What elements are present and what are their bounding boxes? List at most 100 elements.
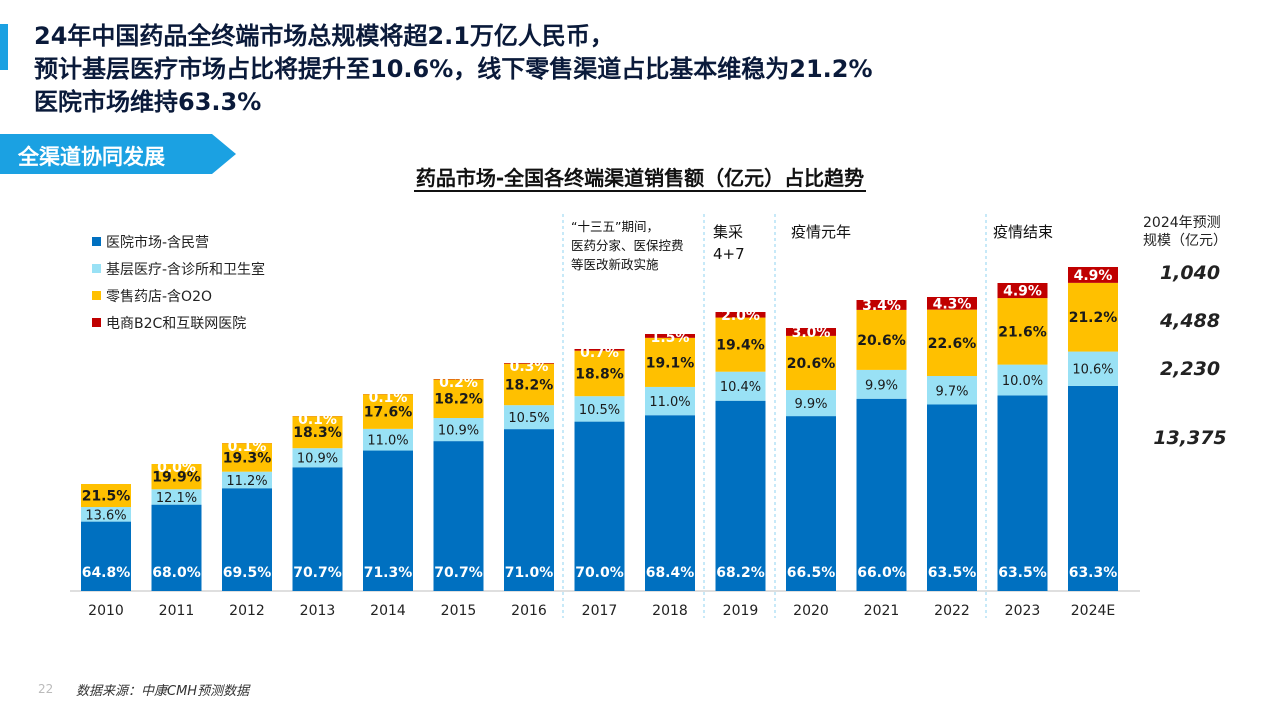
section-tag: 全渠道协同发展 — [0, 134, 236, 174]
data-label-2011-s2: 19.9% — [152, 470, 201, 486]
bar-2020-s3 — [786, 328, 836, 336]
bar-2023-s1 — [997, 364, 1048, 396]
data-label-2010-s1: 13.6% — [85, 508, 126, 523]
data-label-2012-s3: 0.1% — [228, 439, 267, 455]
forecast-value-primary-care: 2,230 — [1159, 358, 1221, 380]
chart-title: 药品市场-全国各终端渠道销售额（亿元）占比趋势 — [0, 162, 1280, 192]
legend-swatch-ecommerce — [92, 318, 101, 327]
x-tick-label-2017: 2017 — [582, 603, 618, 619]
bar-2015-s2 — [433, 379, 484, 419]
data-label-2013-s0: 70.7% — [293, 565, 342, 581]
data-source-note: 数据来源：中康CMH预测数据 — [76, 684, 250, 699]
legend-item-hospital: 医院市场-含民营 — [92, 228, 265, 255]
bar-2016-s3 — [504, 363, 554, 364]
bar-2022-s3 — [927, 297, 977, 310]
x-tick-label-2023: 2023 — [1005, 603, 1041, 619]
x-tick-label-2012: 2012 — [229, 603, 265, 619]
x-tick-label-2014: 2014 — [370, 603, 406, 619]
legend-item-primary-care: 基层医疗-含诊所和卫生室 — [92, 255, 265, 282]
data-label-2010-s2: 21.5% — [82, 489, 131, 505]
headline: 24年中国药品全终端市场总规模将超2.1万亿人民币， 预计基层医疗市场占比将提升… — [34, 20, 1134, 119]
bar-2023-s2 — [997, 298, 1048, 365]
legend-label-ecommerce: 电商B2C和互联网医院 — [106, 315, 247, 332]
x-tick-label-2024E: 2024E — [1071, 603, 1115, 619]
x-tick-label-2020: 2020 — [793, 603, 829, 619]
page-number: 22 — [38, 682, 54, 696]
annotation-vbp-line-1: 集采 — [713, 223, 744, 241]
bar-2021-s1 — [856, 369, 907, 399]
section-tag-label: 全渠道协同发展 — [18, 145, 165, 169]
bar-2013-s1 — [292, 448, 343, 468]
bar-2018-s1 — [645, 386, 695, 416]
annotation-covid-start: 疫情元年 — [791, 223, 852, 241]
bar-2013-s0 — [292, 467, 343, 591]
forecast-value-retail: 4,488 — [1159, 310, 1221, 332]
data-label-2018-s0: 68.4% — [646, 565, 695, 581]
data-label-2015-s0: 70.7% — [434, 565, 483, 581]
data-label-2023-s2: 21.6% — [998, 324, 1047, 340]
chart-title-text: 药品市场-全国各终端渠道销售额（亿元）占比趋势 — [413, 166, 867, 192]
bar-2023-s0 — [997, 395, 1048, 591]
data-label-2022-s1: 9.7% — [935, 384, 968, 399]
headline-accent-bar — [0, 24, 8, 70]
data-label-2011-s1: 12.1% — [156, 491, 197, 506]
data-label-2023-s1: 10.0% — [1002, 374, 1043, 389]
data-label-2012-s2: 19.3% — [223, 450, 272, 466]
bar-2019-s1 — [715, 371, 766, 401]
data-label-2020-s2: 20.6% — [787, 356, 836, 372]
data-label-2017-s2: 18.8% — [575, 366, 624, 382]
headline-line-3: 医院市场维持63.3% — [34, 88, 262, 116]
data-label-2013-s2: 18.3% — [293, 425, 342, 441]
bar-2024E-s0 — [1068, 385, 1118, 591]
data-label-2014-s0: 71.3% — [364, 565, 413, 581]
bar-2018-s3 — [645, 334, 695, 338]
data-label-2019-s1: 10.4% — [720, 380, 761, 395]
bar-2014-s0 — [363, 450, 413, 591]
data-label-2019-s0: 68.2% — [716, 565, 765, 581]
data-label-2012-s0: 69.5% — [223, 565, 272, 581]
annotation-13th-five-year: “十三五”期间， 医药分家、医保控费 等医改新政实施 — [571, 217, 684, 274]
bar-2022-s0 — [927, 404, 977, 591]
data-label-2019-s2: 19.4% — [716, 338, 765, 354]
legend-item-retail: 零售药店-含O2O — [92, 282, 265, 309]
data-label-2015-s1: 10.9% — [438, 424, 479, 439]
bar-2012-s1 — [222, 471, 272, 489]
data-label-2017-s3: 0.7% — [580, 345, 619, 361]
data-label-2023-s0: 63.5% — [998, 565, 1047, 581]
annotation-13th-line-3: 等医改新政实施 — [571, 257, 659, 272]
data-label-2011-s3: 0.0% — [157, 460, 196, 476]
bar-2018-s2 — [645, 337, 695, 387]
data-label-2021-s3: 3.4% — [862, 298, 901, 314]
data-label-2021-s1: 9.9% — [865, 378, 898, 393]
bar-2012-s2 — [222, 443, 272, 472]
data-label-2011-s0: 68.0% — [152, 565, 201, 581]
legend-label-hospital: 医院市场-含民营 — [106, 234, 210, 251]
data-label-2019-s3: 2.0% — [721, 308, 760, 324]
data-label-2013-s1: 10.9% — [297, 452, 338, 467]
data-label-2012-s1: 11.2% — [226, 474, 267, 489]
headline-line-2: 预计基层医疗市场占比将提升至10.6%，线下零售渠道占比基本维稳为21.2% — [34, 55, 873, 83]
data-label-2024E-s0: 63.3% — [1069, 565, 1118, 581]
bar-2011-s2 — [151, 464, 202, 490]
data-label-2015-s2: 18.2% — [434, 392, 483, 408]
data-label-2020-s3: 3.0% — [792, 325, 831, 341]
data-label-2021-s0: 66.0% — [857, 565, 906, 581]
bar-2016-s1 — [504, 405, 554, 430]
bar-2010-s0 — [81, 521, 131, 591]
x-tick-label-2015: 2015 — [441, 603, 477, 619]
data-label-2022-s0: 63.5% — [928, 565, 977, 581]
data-label-2022-s2: 22.6% — [928, 336, 977, 352]
bar-2014-s2 — [363, 394, 413, 429]
data-label-2017-s0: 70.0% — [575, 565, 624, 581]
data-label-2024E-s3: 4.9% — [1074, 268, 1113, 284]
data-label-2010-s0: 64.8% — [82, 565, 131, 581]
bar-2023-s3 — [997, 283, 1048, 299]
bar-2012-s0 — [222, 488, 272, 591]
forecast-scale-header: 2024年预测 规模（亿元） — [1143, 214, 1227, 250]
x-tick-label-2011: 2011 — [159, 603, 195, 619]
bar-2020-s0 — [786, 416, 836, 591]
bar-2011-s1 — [151, 489, 202, 505]
bar-2013-s2 — [292, 416, 343, 449]
bar-2021-s2 — [856, 309, 907, 370]
data-label-2021-s2: 20.6% — [857, 333, 906, 349]
